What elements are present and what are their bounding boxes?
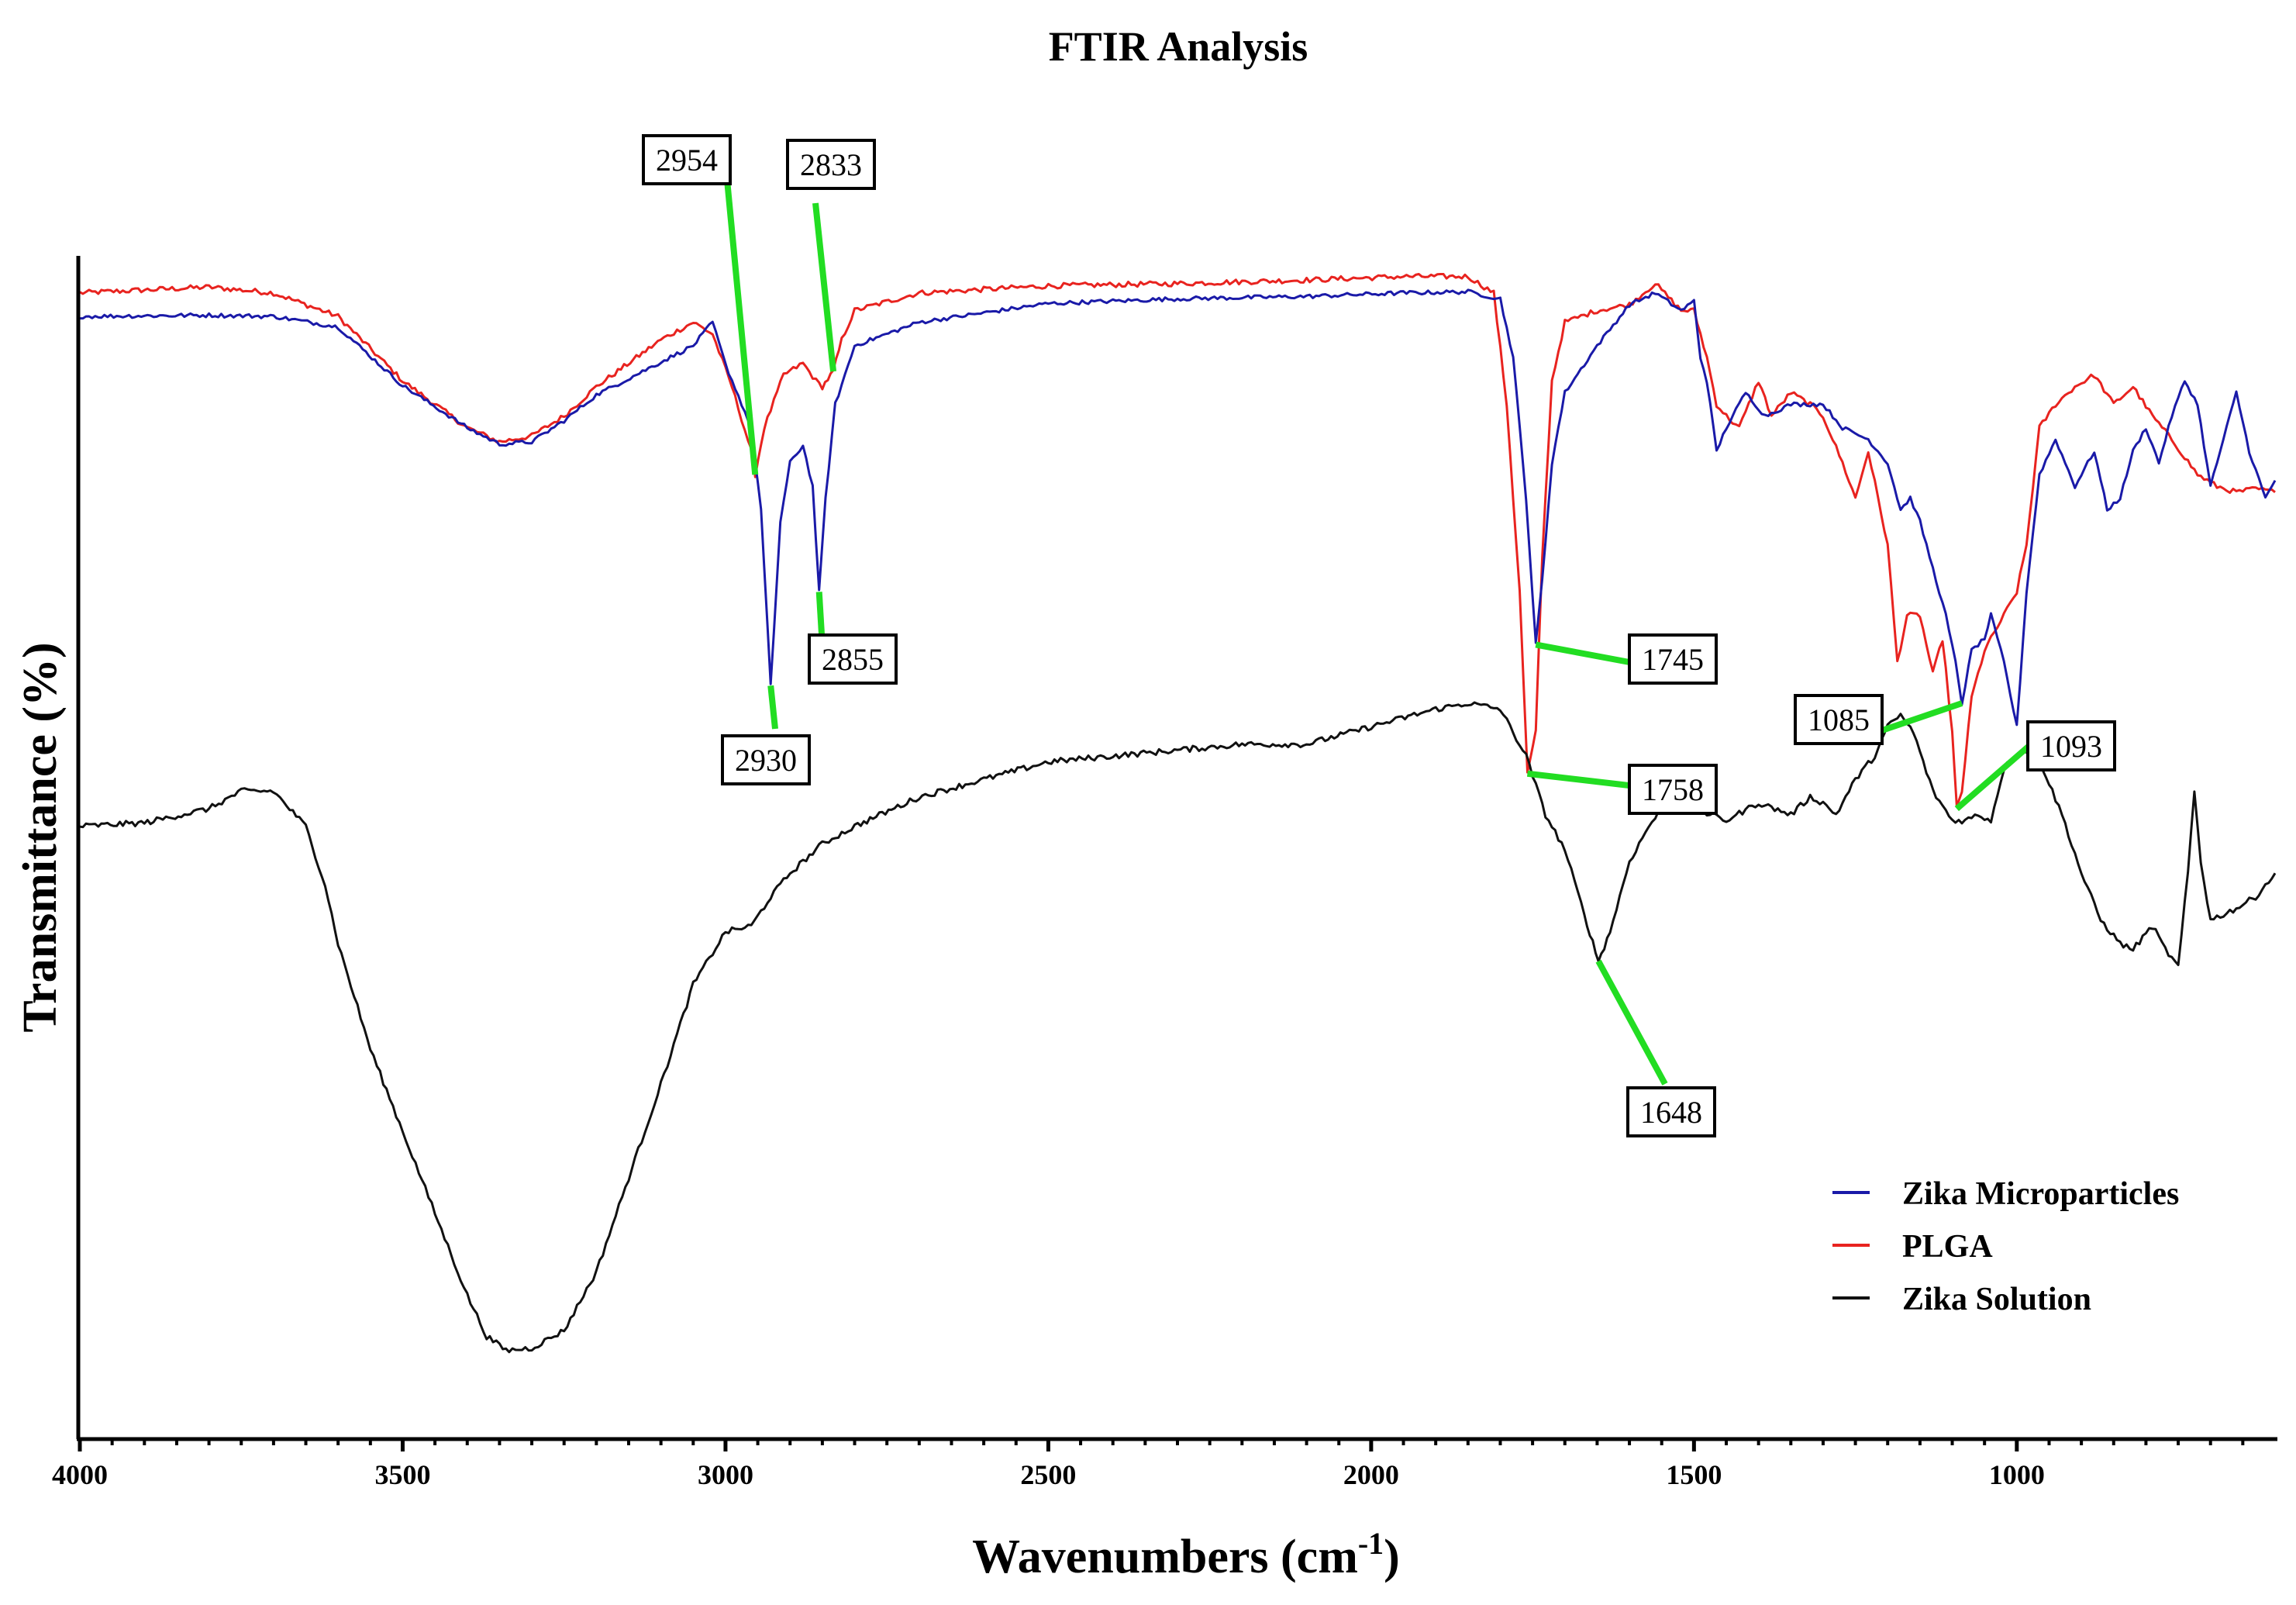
annotation-label: 1648 [1640, 1095, 1702, 1130]
annotation-box [1628, 764, 1718, 815]
annotation-box [808, 633, 898, 685]
x-axis-title-end: ) [1384, 1531, 1400, 1583]
legend-label: PLGA [1902, 1229, 1993, 1265]
x-tick-label: 4000 [52, 1459, 108, 1490]
annotation-leader-line [1954, 741, 2033, 812]
annotation-leader-line [815, 592, 825, 635]
annotation-leader-line [767, 685, 778, 730]
series-line-zika-solution [79, 701, 2277, 1354]
annotation-leader-line [1881, 700, 1963, 733]
x-tick-label: 2000 [1343, 1459, 1399, 1490]
annotation-label: 2833 [800, 147, 862, 182]
legend: Zika Microparticles PLGA Zika Solution [1832, 1176, 2179, 1317]
annotation-leader-line [812, 202, 837, 372]
annotation-leader-line [1535, 641, 1630, 665]
annotation-label: 1085 [1808, 702, 1870, 737]
annotation-box [1626, 1086, 1716, 1137]
annotation-label: 1093 [2040, 729, 2102, 764]
x-tick-label: 2500 [1020, 1459, 1076, 1490]
x-tick-label: 1000 [1989, 1459, 2045, 1490]
annotation-label: 2930 [735, 743, 797, 778]
annotation-box [642, 134, 732, 185]
annotation-leader-line [1595, 959, 1668, 1086]
annotation-box [1628, 633, 1718, 685]
annotation-box [786, 139, 876, 190]
x-axis-title-main: Wavenumbers (cm [972, 1531, 1358, 1583]
x-tick-label: 1500 [1666, 1459, 1722, 1490]
tick-layer: 4000 3500 3000 2500 2000 1500 1000 [52, 1439, 2245, 1490]
annotation-leader-line [1526, 770, 1636, 789]
annotation-leader-line [724, 179, 759, 475]
x-tick-label: 3000 [698, 1459, 753, 1490]
x-axis-title-sup: -1 [1358, 1526, 1384, 1561]
legend-label: Zika Solution [1902, 1282, 2091, 1317]
legend-label: Zika Microparticles [1902, 1176, 2179, 1212]
x-axis-title: Wavenumbers (cm-1) [972, 1526, 1400, 1583]
annotation-box [2026, 720, 2116, 771]
y-axis-title: Transmittance (%) [14, 642, 67, 1032]
x-tick-label: 3500 [374, 1459, 430, 1490]
annotation-box [721, 734, 811, 785]
series-line-plga [79, 273, 2276, 808]
annotation-label: 2855 [822, 642, 884, 677]
annotation-layer: 2954 2833 2855 2930 1745 1758 1085 1093 1648 [642, 134, 2116, 1137]
series-line-zika-microparticles [80, 288, 2277, 727]
annotation-box [1794, 694, 1884, 745]
annotation-label: 2954 [656, 143, 718, 178]
series-layer [79, 273, 2277, 1354]
annotation-label: 1758 [1642, 772, 1704, 807]
annotation-label: 1745 [1642, 642, 1704, 677]
chart-title: FTIR Analysis [1049, 23, 1308, 70]
